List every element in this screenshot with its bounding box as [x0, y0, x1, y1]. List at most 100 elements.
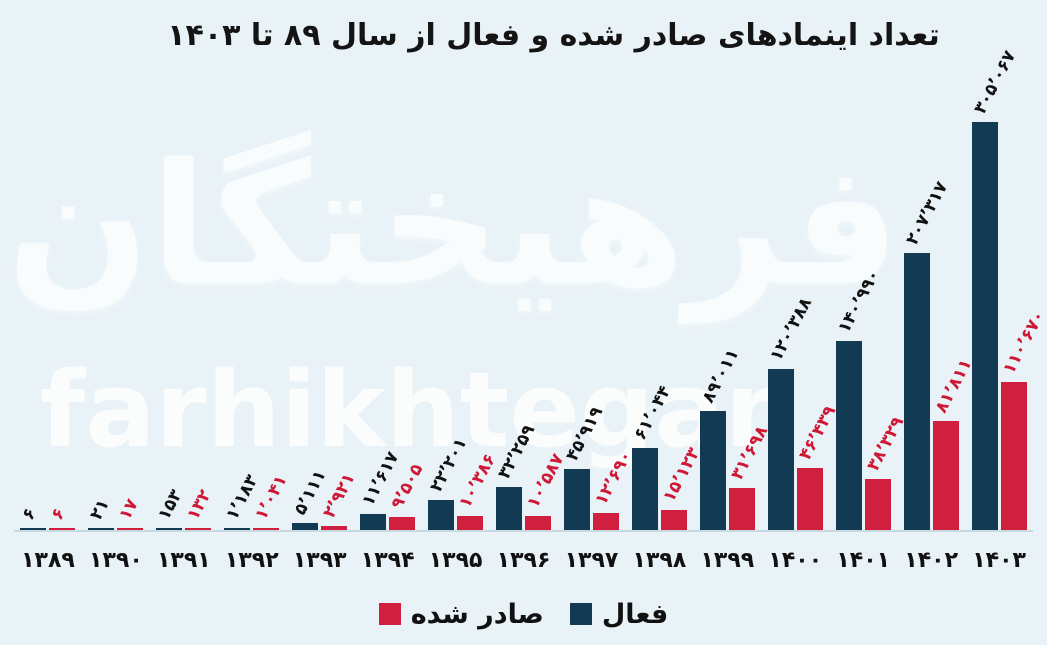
- bar-wrap-issued: ۸۱٬۸۱۱: [931, 78, 976, 530]
- bar-wrap-active: ۱۱٬۶۱۷: [358, 78, 403, 530]
- chart-title: تعداد اینمادهای صادر شده و فعال از سال ۸…: [167, 18, 940, 53]
- bar-active[interactable]: [496, 486, 523, 530]
- bar-active[interactable]: [292, 523, 319, 530]
- bar-group: ۹٬۵۰۵ ۱۱٬۶۱۷: [354, 78, 428, 530]
- chart-plot-area: ۶ ۶ ۱۷ ۲۱ ۱۳۲ ۱۵۳ ۱٬۰۴۱ ۱٬۱۸۳ ۲٬۹۲۱ ۵٬۱۱۱ ۹٬۵۰۵ ۱۱٬…: [14, 47, 1047, 530]
- bar-issued[interactable]: [932, 420, 959, 530]
- bar-issued[interactable]: [592, 513, 619, 530]
- bar-active[interactable]: [360, 514, 387, 530]
- bar-issued[interactable]: [796, 467, 823, 530]
- bar-wrap-active: ۸۹٬۰۱۱: [698, 78, 743, 530]
- bar-issued[interactable]: [1000, 382, 1027, 530]
- bar-wrap-issued: ۱۳۲: [184, 78, 216, 530]
- bar-group: ۱۵٬۱۲۳ ۶۱٬۰۴۴: [625, 78, 704, 530]
- bar-active[interactable]: [88, 528, 115, 530]
- legend-item-issued[interactable]: صادر شده: [378, 598, 544, 630]
- bar-value-label-issued: ۱۱۰٬۶۷۰: [998, 307, 1047, 378]
- bar-wrap-active: ۱۲۰٬۳۸۸: [766, 78, 816, 530]
- bar-value-label-active: ۱۵۳: [154, 486, 187, 524]
- bar-value-label-issued: ۱۷: [115, 495, 144, 524]
- bar-wrap-active: ۶: [18, 78, 47, 530]
- bar-group: ۱۳۲ ۱۵۳: [150, 78, 218, 530]
- x-axis-tick-label: ۱۴۰۳: [972, 548, 1026, 573]
- bar-wrap-active: ۲۰۷٬۳۱۷: [902, 78, 952, 530]
- bar-group: ۸۱٬۸۱۱ ۲۰۷٬۳۱۷: [897, 78, 976, 530]
- bar-wrap-active: ۵٬۱۱۱: [290, 78, 331, 530]
- bar-value-label-issued: ۶: [47, 504, 71, 524]
- bar-active[interactable]: [699, 410, 726, 530]
- bar-group: ۳۱٬۶۹۸ ۸۹٬۰۱۱: [693, 78, 772, 530]
- bar-groups: ۶ ۶ ۱۷ ۲۱ ۱۳۲ ۱۵۳ ۱٬۰۴۱ ۱٬۱۸۳ ۲٬۹۲۱ ۵٬۱۱۱ ۹٬۵۰۵ ۱۱٬…: [14, 47, 1047, 530]
- bar-group: ۴۶٬۴۳۹ ۱۲۰٬۳۸۸: [761, 78, 840, 530]
- bar-issued[interactable]: [253, 528, 280, 530]
- bar-issued[interactable]: [49, 528, 76, 530]
- x-axis-tick-label: ۱۳۹۶: [496, 548, 551, 573]
- bar-active[interactable]: [903, 252, 930, 530]
- legend-swatch-active-icon: [569, 603, 592, 625]
- x-axis-tick-label: ۱۳۹۰: [89, 548, 143, 573]
- bar-group: ۱۰٬۵۸۷ ۳۲٬۲۵۹: [490, 78, 568, 530]
- bar-active[interactable]: [971, 122, 998, 530]
- bar-wrap-issued: ۲٬۹۲۱: [319, 78, 360, 530]
- bar-issued[interactable]: [117, 528, 144, 530]
- bar-active[interactable]: [20, 528, 47, 530]
- legend-swatch-issued-icon: [378, 603, 401, 625]
- x-axis-tick-label: ۱۳۹۳: [292, 548, 347, 573]
- x-axis-tick-labels: ۱۳۸۹ ۱۳۹۰ ۱۳۹۱ ۱۳۹۲ ۱۳۹۳ ۱۳۹۴ ۱۳۹۵ ۱۳۹۶ ۱۳۹۷ ۱۳۹۸…: [14, 540, 1033, 582]
- bar-issued[interactable]: [457, 516, 484, 530]
- bar-value-label-active: ۶: [18, 504, 42, 524]
- bar-wrap-issued: ۱۷: [115, 78, 144, 530]
- bar-wrap-issued: ۱٬۰۴۱: [252, 78, 292, 530]
- bar-wrap-active: ۲۱: [86, 78, 115, 530]
- bar-active[interactable]: [563, 468, 590, 530]
- legend-label: صادر شده: [410, 598, 544, 630]
- bar-group: ۲٬۹۲۱ ۵٬۱۱۱: [286, 78, 360, 530]
- bar-group: ۱۱۰٬۶۷۰ ۳۰۵٬۰۶۷: [965, 47, 1047, 530]
- bar-group: ۱۰٬۳۸۶ ۲۲٬۲۰۱: [422, 78, 500, 530]
- x-axis-tick-label: ۱۳۹۷: [564, 548, 619, 573]
- x-axis-tick-label: ۱۳۹۹: [700, 548, 755, 573]
- bar-wrap-issued: ۱۲٬۶۹۰: [591, 78, 636, 530]
- x-axis-line: [14, 530, 1033, 532]
- bar-value-label-issued: ۱۳۲: [183, 486, 216, 524]
- bar-group: ۱۲٬۶۹۰ ۴۵٬۹۱۹: [558, 78, 636, 530]
- x-axis-tick-label: ۱۳۹۸: [632, 548, 687, 573]
- bar-group: ۳۸٬۳۲۹ ۱۴۰٬۹۹۰: [829, 78, 908, 530]
- bar-value-label-active: ۲۱: [86, 495, 115, 524]
- bar-issued[interactable]: [660, 509, 687, 530]
- legend-label: فعال: [601, 598, 669, 630]
- bar-wrap-issued: ۳۱٬۶۹۸: [727, 78, 772, 530]
- bar-active[interactable]: [631, 448, 658, 530]
- bar-issued[interactable]: [389, 517, 416, 530]
- bar-wrap-active: ۱۴۰٬۹۹۰: [834, 78, 884, 530]
- bar-active[interactable]: [835, 341, 862, 530]
- bar-issued[interactable]: [185, 528, 212, 530]
- x-axis-tick-label: ۱۴۰۱: [836, 548, 891, 573]
- bar-wrap-active: ۶۱٬۰۴۴: [630, 78, 675, 530]
- x-axis-tick-label: ۱۳۸۹: [21, 548, 75, 573]
- bar-active[interactable]: [224, 528, 251, 530]
- x-axis-tick-label: ۱۳۹۱: [156, 548, 211, 573]
- bar-issued[interactable]: [728, 487, 755, 530]
- bar-wrap-issued: ۳۸٬۳۲۹: [863, 78, 908, 530]
- bar-wrap-active: ۲۲٬۲۰۱: [426, 78, 471, 530]
- x-axis-tick-label: ۱۳۹۴: [360, 548, 415, 573]
- legend-item-active[interactable]: فعال: [569, 598, 669, 630]
- bar-active[interactable]: [428, 500, 455, 530]
- x-axis-tick-label: ۱۴۰۰: [768, 548, 823, 573]
- bar-wrap-active: ۱٬۱۸۳: [223, 78, 263, 530]
- bar-group: ۱٬۰۴۱ ۱٬۱۸۳: [218, 78, 292, 530]
- bar-active[interactable]: [156, 528, 183, 530]
- x-axis-tick-label: ۱۳۹۵: [428, 548, 483, 573]
- bar-wrap-active: ۳۲٬۲۵۹: [494, 78, 539, 530]
- x-axis-tick-label: ۱۳۹۲: [224, 548, 279, 573]
- bar-wrap-issued: ۹٬۵۰۵: [387, 78, 428, 530]
- bar-issued[interactable]: [525, 515, 552, 530]
- bar-active[interactable]: [767, 369, 794, 530]
- x-axis-tick-label: ۱۴۰۲: [904, 548, 959, 573]
- bar-wrap-issued: ۱۰٬۳۸۶: [455, 78, 500, 530]
- bar-issued[interactable]: [864, 478, 891, 530]
- bar-wrap-issued: ۱۰٬۵۸۷: [523, 78, 568, 530]
- bar-issued[interactable]: [321, 526, 348, 530]
